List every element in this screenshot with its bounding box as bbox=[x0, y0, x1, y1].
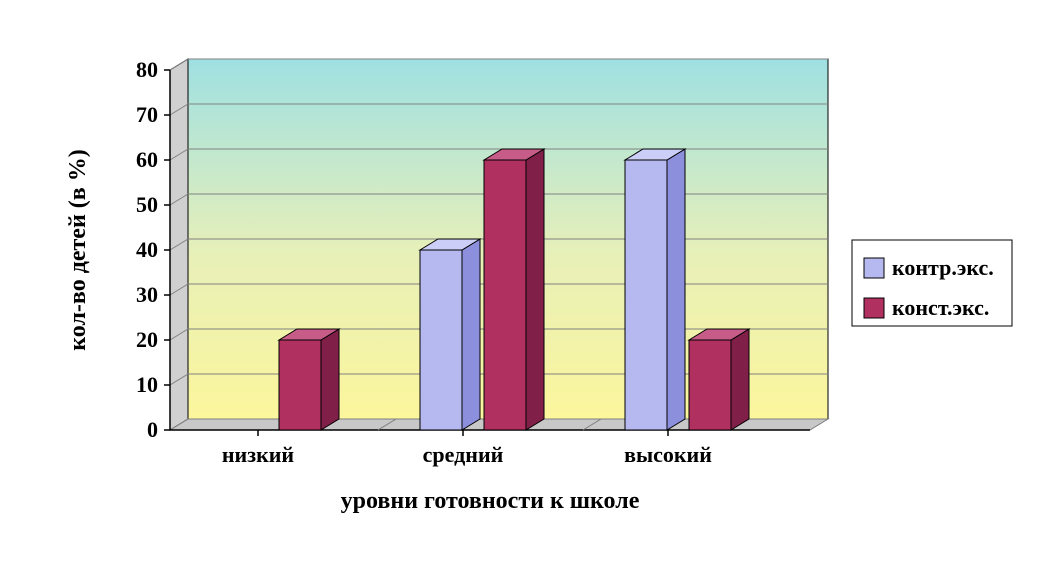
y-tick-label: 0 bbox=[147, 417, 158, 442]
bar-2-0-front bbox=[625, 160, 667, 430]
y-tick-label: 10 bbox=[136, 372, 158, 397]
bar-1-1-front bbox=[484, 160, 526, 430]
y-tick-label: 80 bbox=[136, 57, 158, 82]
bar-1-1-side bbox=[526, 149, 544, 430]
x-axis-label: уровни готовности к школе bbox=[341, 488, 640, 514]
bar-2-0-side bbox=[667, 149, 685, 430]
bar-1-0-front bbox=[420, 250, 462, 430]
bar-0-1-front bbox=[279, 340, 321, 430]
y-tick-label: 50 bbox=[136, 192, 158, 217]
bar-chart-3d: 0 10 20 30 40 50 60 70 80 низкий средний высокий кол… bbox=[0, 0, 1043, 577]
legend-label: контр.экс. bbox=[892, 255, 994, 280]
bar-0-1-side bbox=[321, 329, 339, 430]
bar-2-1-side bbox=[731, 329, 749, 430]
y-tick-label: 40 bbox=[136, 237, 158, 262]
legend: контр.экс. конст.экс. bbox=[852, 240, 1012, 326]
bar-2-1-front bbox=[689, 340, 731, 430]
x-category-label: высокий bbox=[624, 442, 712, 467]
bar-1-0-side bbox=[462, 239, 480, 430]
y-axis-label: кол-во детей (в %) bbox=[65, 149, 91, 350]
x-category-label: средний bbox=[423, 442, 504, 467]
y-tick-label: 70 bbox=[136, 102, 158, 127]
legend-swatch bbox=[864, 258, 884, 278]
x-category-label: низкий bbox=[222, 442, 295, 467]
legend-label: конст.экс. bbox=[892, 295, 989, 320]
chart-container: 0 10 20 30 40 50 60 70 80 низкий средний высокий кол… bbox=[0, 0, 1043, 577]
y-tick-label: 20 bbox=[136, 327, 158, 352]
legend-swatch bbox=[864, 298, 884, 318]
y-tick-label: 30 bbox=[136, 282, 158, 307]
y-tick-label: 60 bbox=[136, 147, 158, 172]
